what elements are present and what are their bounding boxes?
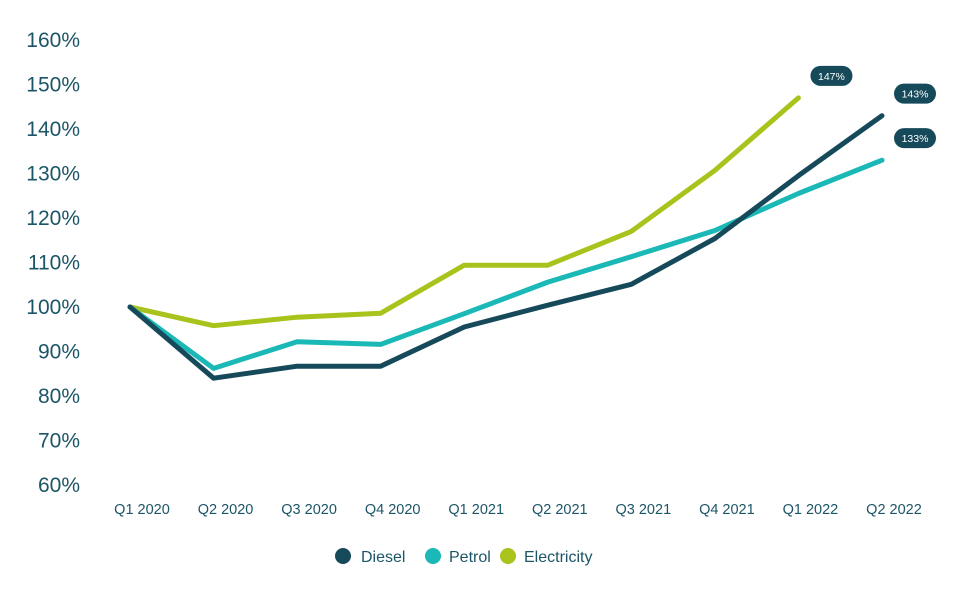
legend-item-electricity: Electricity bbox=[500, 548, 592, 566]
x-tick-label: Q4 2020 bbox=[365, 502, 421, 518]
x-tick-label: Q1 2022 bbox=[783, 502, 839, 518]
legend-marker bbox=[500, 548, 516, 564]
y-tick-label: 90% bbox=[38, 341, 80, 364]
y-tick-label: 110% bbox=[28, 252, 80, 275]
y-tick-label: 100% bbox=[26, 296, 80, 319]
y-tick-label: 150% bbox=[26, 74, 80, 97]
legend: Diesel Petrol Electricity bbox=[335, 548, 592, 566]
value-callout: 143% bbox=[894, 83, 936, 104]
callout-label: 133% bbox=[902, 133, 929, 145]
callout-badge bbox=[894, 83, 936, 104]
y-tick-label: 140% bbox=[26, 118, 80, 141]
x-tick-label: Q3 2020 bbox=[281, 502, 337, 518]
x-axis: Q1 2020 Q2 2020 Q3 2020 Q4 2020 Q1 2021 Q2 20… bbox=[114, 502, 922, 518]
legend-label: Petrol bbox=[449, 549, 491, 566]
legend-marker bbox=[425, 548, 441, 564]
y-tick-label: 130% bbox=[26, 163, 80, 186]
x-tick-label: Q4 2021 bbox=[699, 502, 755, 518]
series-line-petrol bbox=[127, 157, 885, 371]
callout-label: 147% bbox=[818, 71, 845, 83]
callout-badge bbox=[894, 128, 936, 149]
legend-label: Diesel bbox=[361, 549, 405, 566]
x-tick-label: Q2 2021 bbox=[532, 502, 588, 518]
legend-marker bbox=[335, 548, 351, 564]
x-tick-label: Q2 2020 bbox=[198, 502, 254, 518]
legend-item-petrol: Petrol bbox=[425, 548, 491, 566]
series-line-electricity bbox=[127, 95, 801, 329]
x-tick-label: Q1 2021 bbox=[448, 502, 504, 518]
value-callouts: 147% 143% 133% bbox=[810, 65, 936, 149]
y-tick-label: 160% bbox=[26, 29, 80, 52]
legend-label: Electricity bbox=[524, 549, 592, 566]
y-tick-label: 120% bbox=[26, 207, 80, 230]
value-callout: 147% bbox=[810, 65, 853, 86]
callout-badge bbox=[810, 65, 853, 86]
series-line-diesel bbox=[127, 113, 885, 381]
y-tick-label: 80% bbox=[38, 385, 80, 408]
y-tick-label: 70% bbox=[38, 430, 80, 453]
y-tick-label: 60% bbox=[38, 474, 80, 497]
legend-item-diesel: Diesel bbox=[335, 548, 405, 566]
x-tick-label: Q1 2020 bbox=[114, 502, 170, 518]
series-lines bbox=[127, 95, 885, 381]
value-callout: 133% bbox=[894, 128, 936, 149]
x-tick-label: Q3 2021 bbox=[616, 502, 672, 518]
y-axis: 60% 70% 80% 90% 100% 110% 120% 130% 140% 150% 160% bbox=[26, 29, 80, 497]
x-tick-label: Q2 2022 bbox=[866, 502, 922, 518]
callout-label: 143% bbox=[902, 89, 929, 101]
